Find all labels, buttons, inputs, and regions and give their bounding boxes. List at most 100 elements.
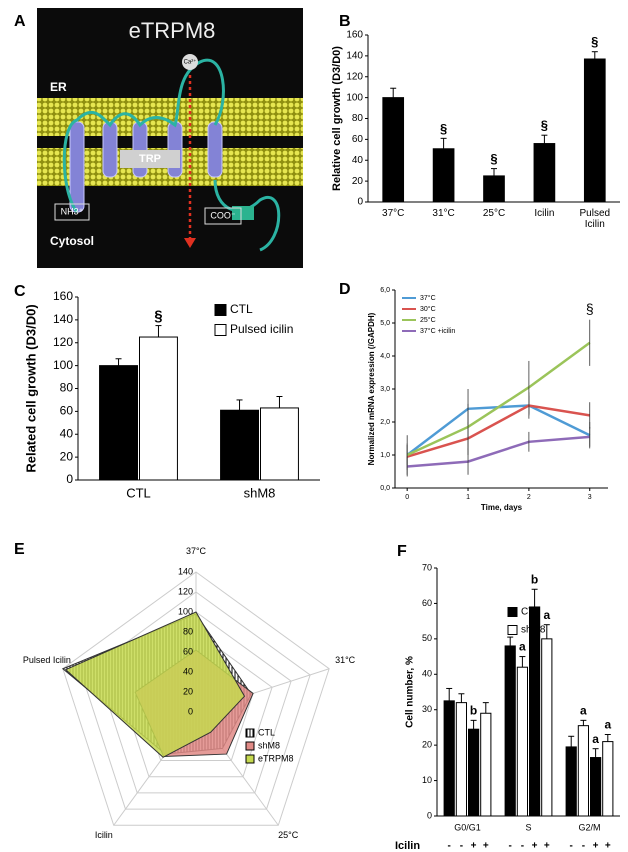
axis-label: Pulsed Icilin: [22, 654, 71, 665]
y-tick-label: 60: [352, 134, 364, 145]
bar: [99, 365, 138, 481]
y-tick-label: 10: [422, 775, 432, 785]
x-tick-label: 1: [466, 494, 470, 501]
x-tick-label: 25°C: [482, 208, 506, 219]
r-tick-label: 60: [183, 646, 193, 656]
bar: [483, 175, 505, 203]
annotation: §: [440, 121, 447, 136]
bar: [432, 148, 455, 203]
x-tick-label: 3: [588, 494, 592, 501]
bar: [577, 725, 589, 817]
y-tick-label: 40: [352, 155, 364, 166]
y-tick-label: 160: [53, 289, 73, 303]
y-tick-label: 30: [422, 704, 432, 714]
y-tick-label: 100: [53, 358, 73, 372]
annotation: b: [470, 704, 477, 718]
x-tick-label: G2/M: [578, 822, 600, 832]
y-tick-label: 20: [352, 176, 364, 187]
bar: [480, 712, 492, 817]
x-tick-label: CTL: [126, 485, 151, 500]
y-tick-label: 3,0: [380, 386, 390, 393]
panel-letter: F: [397, 543, 407, 560]
panel-letter: B: [339, 13, 351, 30]
axis-label: 31°C: [335, 654, 356, 665]
domain-box: [232, 206, 254, 220]
annotation: a: [580, 704, 587, 718]
treatment-sign: +: [544, 841, 550, 852]
x-axis-label: Time, days: [481, 503, 523, 512]
legend-label: 37°C +icilin: [420, 327, 455, 335]
legend-swatch: [245, 741, 255, 751]
treatment-label: Icilin: [395, 840, 420, 852]
annotation: a: [519, 640, 526, 654]
y-tick-label: 6,0: [380, 287, 390, 294]
y-tick-label: 80: [60, 381, 74, 395]
panel-a: Ca²⁺ eTRPM8 ER Cytosol TRP NH3⁺ COO⁻ A: [14, 8, 303, 268]
legend-label: 25°C: [420, 316, 436, 324]
bar: [455, 702, 467, 817]
y-tick-label: 120: [53, 335, 73, 349]
y-tick-label: 0: [357, 197, 363, 208]
r-tick-label: 40: [183, 666, 193, 676]
legend-label: Pulsed icilin: [230, 322, 293, 336]
legend-swatch: [214, 304, 227, 316]
annotation: §: [541, 118, 548, 133]
bar: [139, 336, 178, 481]
y-tick-label: 140: [346, 51, 363, 62]
r-tick-label: 120: [178, 586, 193, 596]
r-tick-label: 140: [178, 566, 193, 576]
legend-label: eTRPM8: [258, 753, 294, 763]
y-tick-label: 20: [60, 449, 74, 463]
y-tick-label: 70: [422, 562, 432, 572]
legend-label: 37°C: [420, 294, 436, 302]
treatment-sign: +: [532, 841, 538, 852]
y-tick-label: 40: [60, 426, 74, 440]
y-tick-label: 60: [422, 598, 432, 608]
legend-label: CTL: [230, 302, 253, 316]
legend-swatch: [507, 607, 518, 617]
x-tick-label: 37°C: [382, 208, 405, 219]
y-tick-label: 160: [346, 30, 363, 41]
n-terminus-label: NH3⁺: [61, 206, 84, 216]
bar: [516, 666, 528, 817]
x-tick-label: S: [525, 822, 531, 832]
legend-swatch: [245, 728, 255, 738]
panel-letter: D: [339, 281, 351, 298]
treatment-sign: +: [483, 841, 489, 852]
domain-rect: [120, 150, 180, 168]
treatment-sign: +: [593, 841, 599, 852]
treatment-sign: -: [582, 841, 585, 852]
y-tick-label: 0: [427, 810, 432, 820]
axis-label: Icilin: [94, 829, 113, 840]
bar: [220, 409, 260, 481]
x-tick-label: shM8: [244, 485, 276, 500]
membrane-label: ER: [50, 80, 67, 94]
legend-swatch: [507, 625, 518, 635]
axis-label: 25°C: [278, 829, 299, 840]
treatment-sign: -: [448, 841, 451, 852]
legend-label: CTL: [258, 727, 275, 737]
x-tick-label: 2: [527, 494, 531, 501]
series-line: [407, 435, 590, 468]
series-line: [406, 404, 590, 458]
x-tick-label: Icilin: [534, 208, 555, 219]
bar: [504, 645, 516, 817]
bar: [260, 407, 299, 481]
treatment-sign: +: [605, 841, 611, 852]
bar: [541, 638, 553, 817]
n-terminus-box: [54, 203, 90, 221]
annotation: §: [154, 308, 162, 325]
bar: [529, 606, 541, 817]
annotation: §: [490, 151, 497, 166]
y-axis-label: Normalized mRNA expression (/GAPDH): [367, 312, 376, 465]
annotation: a: [592, 732, 599, 746]
c-terminus-box: [204, 207, 242, 225]
y-tick-label: 140: [53, 312, 73, 326]
y-tick-label: 2,0: [380, 419, 390, 426]
panel-letter: A: [14, 13, 26, 30]
c-terminus-label: COO⁻: [210, 210, 236, 220]
legend-label: shM8: [521, 625, 546, 636]
y-tick-label: 1,0: [380, 452, 390, 459]
